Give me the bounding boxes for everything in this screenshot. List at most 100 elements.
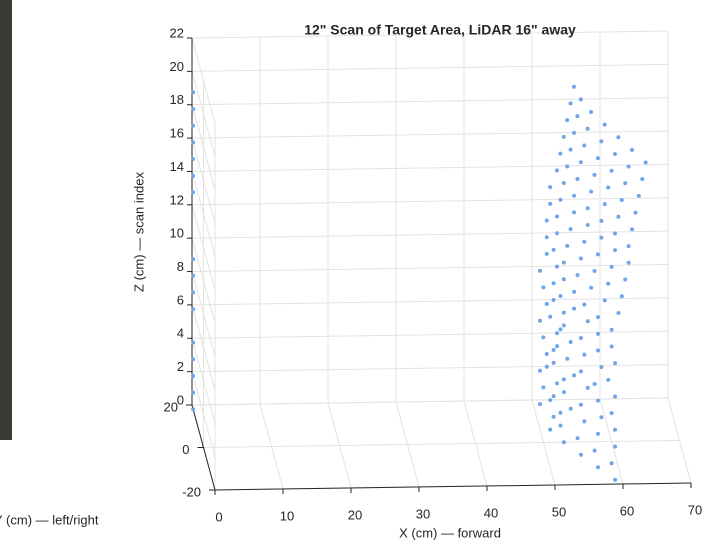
- point: [561, 323, 566, 328]
- z-tick-label: 8: [177, 259, 184, 274]
- point: [609, 327, 614, 332]
- grid-line: [191, 238, 216, 324]
- point: [544, 218, 549, 223]
- x-tick-label: 60: [620, 503, 634, 518]
- point: [561, 277, 566, 282]
- point: [602, 202, 607, 207]
- point: [575, 176, 580, 181]
- point: [561, 134, 566, 139]
- grid-line: [191, 304, 216, 391]
- point: [613, 231, 617, 236]
- x-tick-label: 70: [688, 502, 702, 517]
- point: [544, 364, 549, 369]
- point: [599, 139, 604, 144]
- point: [572, 130, 576, 135]
- grid-line: [191, 137, 216, 224]
- point: [551, 348, 556, 353]
- y-tick-label: -20: [182, 484, 201, 499]
- grid-line: [191, 63, 669, 72]
- point: [191, 190, 196, 195]
- point: [578, 452, 583, 457]
- x-tick-label: 30: [416, 506, 430, 521]
- z-tick-label: 10: [170, 226, 184, 241]
- point: [643, 160, 648, 165]
- point: [191, 123, 196, 128]
- point: [606, 377, 611, 382]
- point: [551, 247, 556, 252]
- grid-line: [191, 130, 669, 139]
- x-axis: [214, 482, 692, 491]
- point: [537, 268, 542, 273]
- x-axis-label: X (cm) — forward: [399, 525, 501, 540]
- point: [595, 156, 600, 161]
- point: [548, 201, 553, 206]
- point: [578, 335, 583, 340]
- point: [616, 214, 621, 219]
- grid-line: [191, 364, 669, 373]
- z-tick-label: 6: [177, 292, 184, 307]
- grid-line: [191, 330, 669, 339]
- photo-edge: [0, 0, 12, 440]
- point: [612, 151, 617, 156]
- z-axis-label: Z (cm) — scan index: [131, 172, 146, 292]
- point: [191, 290, 196, 295]
- grid-line: [191, 71, 216, 157]
- point: [561, 181, 566, 186]
- point: [555, 231, 559, 236]
- point: [555, 331, 559, 336]
- point: [551, 360, 556, 365]
- point: [630, 147, 634, 152]
- point: [623, 181, 628, 186]
- grid-line: [191, 197, 669, 206]
- point: [616, 135, 621, 140]
- point: [548, 398, 553, 403]
- point: [619, 294, 624, 299]
- point: [544, 352, 549, 357]
- point: [537, 402, 542, 407]
- point: [609, 461, 614, 466]
- point: [596, 465, 600, 470]
- point: [572, 306, 577, 311]
- point: [191, 390, 196, 395]
- point: [585, 319, 590, 324]
- point: [555, 264, 559, 269]
- point: [633, 210, 638, 215]
- point: [555, 214, 559, 219]
- point: [568, 227, 573, 232]
- point: [582, 239, 587, 244]
- point: [548, 314, 553, 319]
- point: [551, 414, 556, 419]
- point: [616, 310, 621, 315]
- point: [572, 193, 577, 198]
- point: [578, 402, 583, 407]
- point: [602, 122, 607, 127]
- point: [191, 106, 196, 111]
- point: [596, 315, 600, 320]
- point: [572, 289, 577, 294]
- point: [613, 444, 618, 449]
- z-tick-label: 4: [177, 326, 184, 341]
- points: [191, 84, 648, 482]
- point: [609, 168, 614, 173]
- point: [191, 273, 196, 278]
- grid-line: [191, 264, 669, 273]
- z-tick-label: 20: [170, 59, 184, 74]
- grid-line: [191, 204, 216, 290]
- x-tick-label: 0: [215, 509, 222, 524]
- point: [555, 381, 559, 386]
- grid-line: [191, 97, 669, 106]
- point: [626, 260, 631, 265]
- point: [555, 344, 560, 349]
- point: [630, 227, 635, 232]
- point: [589, 110, 594, 115]
- point: [565, 164, 570, 169]
- point: [551, 297, 556, 302]
- point: [191, 140, 196, 145]
- point: [551, 281, 556, 286]
- grid-line: [191, 37, 216, 124]
- grid-line: [191, 163, 669, 172]
- point: [585, 222, 590, 227]
- point: [561, 377, 566, 382]
- point: [191, 340, 196, 345]
- y-tick-label: 20: [164, 399, 178, 414]
